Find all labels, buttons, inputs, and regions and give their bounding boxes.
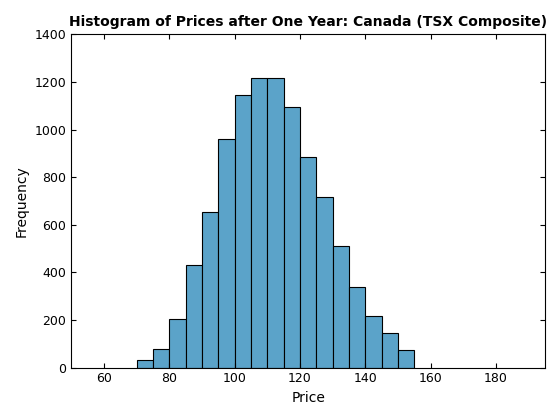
Bar (349, 287, 365, 368)
Bar (185, 265, 202, 368)
Bar (333, 246, 349, 368)
Bar (398, 350, 414, 368)
Bar (153, 349, 169, 368)
Bar (382, 333, 398, 368)
X-axis label: Price: Price (291, 391, 325, 405)
Bar (235, 95, 251, 368)
Y-axis label: Frequency: Frequency (15, 165, 29, 237)
Bar (300, 157, 316, 368)
Bar (251, 79, 267, 368)
Bar (137, 360, 153, 368)
Bar (284, 107, 300, 368)
Title: Histogram of Prices after One Year: Canada (TSX Composite): Histogram of Prices after One Year: Cana… (69, 15, 547, 29)
Bar (267, 79, 284, 368)
Bar (202, 212, 218, 368)
Bar (365, 316, 382, 368)
Bar (169, 319, 185, 368)
Bar (218, 139, 235, 368)
Bar (316, 197, 333, 368)
